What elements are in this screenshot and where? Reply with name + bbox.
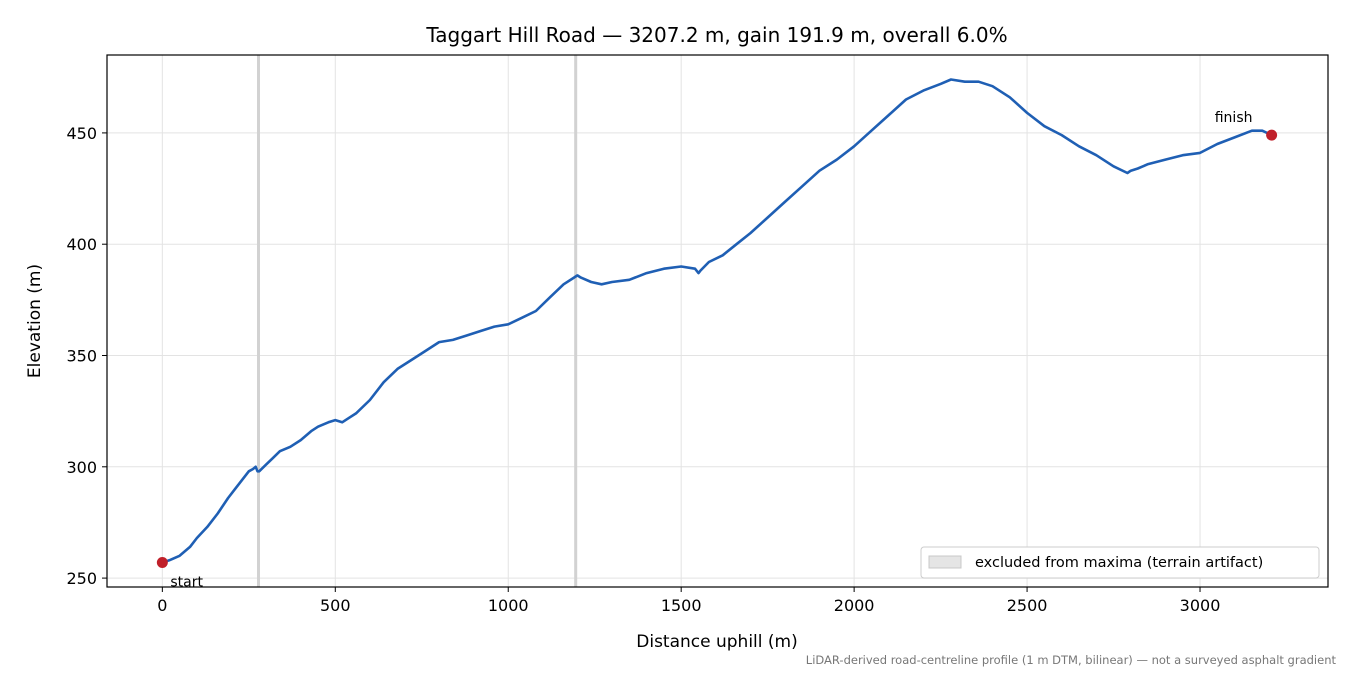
legend-label: excluded from maxima (terrain artifact) [975, 555, 1263, 571]
legend: excluded from maxima (terrain artifact) [920, 546, 1320, 579]
axis-ticks: 0 500 1000 1500 2000 2500 3000 250 300 350 400 450 [66, 124, 1220, 615]
x-axis-title: Distance uphill (m) [636, 632, 797, 652]
y-tick-label: 250 [66, 569, 97, 588]
y-axis-title: Elevation (m) [25, 264, 45, 378]
x-tick-label: 2000 [834, 596, 875, 615]
x-tick-label: 2500 [1007, 596, 1048, 615]
footnote: LiDAR-derived road-centreline profile (1… [806, 653, 1337, 667]
x-tick-label: 500 [320, 596, 351, 615]
plot-frame [106, 54, 1329, 588]
y-tick-label: 450 [66, 124, 97, 143]
grid-lines [107, 55, 1328, 587]
x-tick-label: 1000 [488, 596, 529, 615]
series-layer [161, 78, 1273, 564]
x-tick-label: 0 [157, 596, 167, 615]
y-tick-label: 300 [66, 458, 97, 477]
legend-swatch [928, 555, 962, 569]
endpoint-markers: start finish [156, 110, 1278, 591]
start-marker [156, 557, 168, 569]
y-tick-label: 350 [66, 347, 97, 366]
legend-box [920, 546, 1320, 579]
finish-label: finish [1215, 110, 1253, 126]
elevation-line [161, 78, 1273, 564]
y-tick-label: 400 [66, 235, 97, 254]
x-tick-label: 1500 [661, 596, 702, 615]
start-label: start [170, 575, 203, 591]
excluded-band [257, 55, 261, 587]
x-tick-label: 3000 [1180, 596, 1221, 615]
finish-marker [1266, 129, 1278, 141]
excluded-band [574, 55, 578, 587]
chart-title: Taggart Hill Road — 3207.2 m, gain 191.9… [425, 23, 1007, 47]
excluded-bands [257, 55, 578, 587]
